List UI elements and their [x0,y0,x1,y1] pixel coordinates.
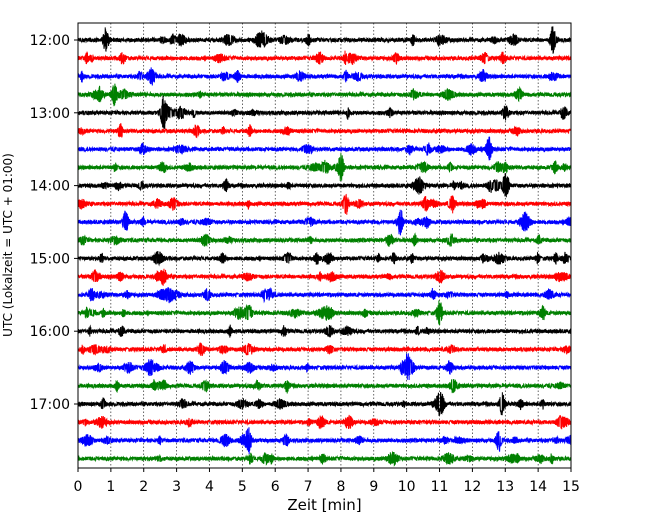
trace-layer [77,26,572,467]
trace-3 [77,83,572,107]
x-tick-label-8: 8 [336,479,345,495]
x-tick-label-12: 12 [463,479,481,495]
trace-18 [77,353,572,381]
x-tick-label-15: 15 [562,479,580,495]
x-axis-label: Zeit [min] [287,496,361,514]
x-tick-label-11: 11 [431,479,449,495]
trace-19 [77,378,572,394]
trace-6 [77,136,572,161]
trace-10 [77,209,572,236]
trace-11 [77,232,572,247]
trace-1 [77,50,572,65]
plot-frame [77,22,572,469]
y-tick-label-0: 12:00 [30,33,70,49]
x-ticks: 0 1 2 3 4 5 6 7 8 9 10 11 12 13 14 15 [74,468,580,495]
trace-16 [77,324,572,339]
x-tick-label-1: 1 [106,479,115,495]
trace-12 [77,250,572,267]
trace-21 [77,414,572,430]
y-tick-label-2: 14:00 [30,179,70,195]
x-tick-label-6: 6 [271,479,280,495]
trace-4 [77,95,572,130]
trace-20 [77,391,572,417]
x-tick-label-10: 10 [398,479,416,495]
trace-9 [77,193,572,215]
trace-7 [77,153,572,181]
trace-15 [77,300,572,326]
trace-8 [77,173,572,198]
x-tick-label-13: 13 [496,479,514,495]
x-tick-label-0: 0 [74,479,83,495]
trace-17 [77,342,572,356]
vertical-grid [110,23,539,468]
y-axis-label: UTC (Lokalzeit = UTC + 01:00) [1,153,15,337]
x-tick-label-2: 2 [139,479,148,495]
x-tick-label-9: 9 [369,479,378,495]
trace-22 [77,427,572,455]
trace-14 [77,287,572,304]
x-tick-label-14: 14 [529,479,547,495]
y-ticks: 12:00 13:00 14:00 15:00 16:00 17:00 [30,33,78,413]
trace-2 [77,67,572,86]
trace-5 [77,123,572,139]
trace-23 [77,450,572,467]
x-tick-label-7: 7 [304,479,313,495]
x-tick-label-5: 5 [238,479,247,495]
y-tick-label-5: 17:00 [30,397,70,413]
y-tick-label-3: 15:00 [30,251,70,267]
x-tick-label-4: 4 [205,479,214,495]
trace-0 [77,26,572,54]
y-tick-label-4: 16:00 [30,324,70,340]
x-tick-label-3: 3 [172,479,181,495]
y-tick-label-1: 13:00 [30,106,70,122]
trace-13 [77,268,572,286]
